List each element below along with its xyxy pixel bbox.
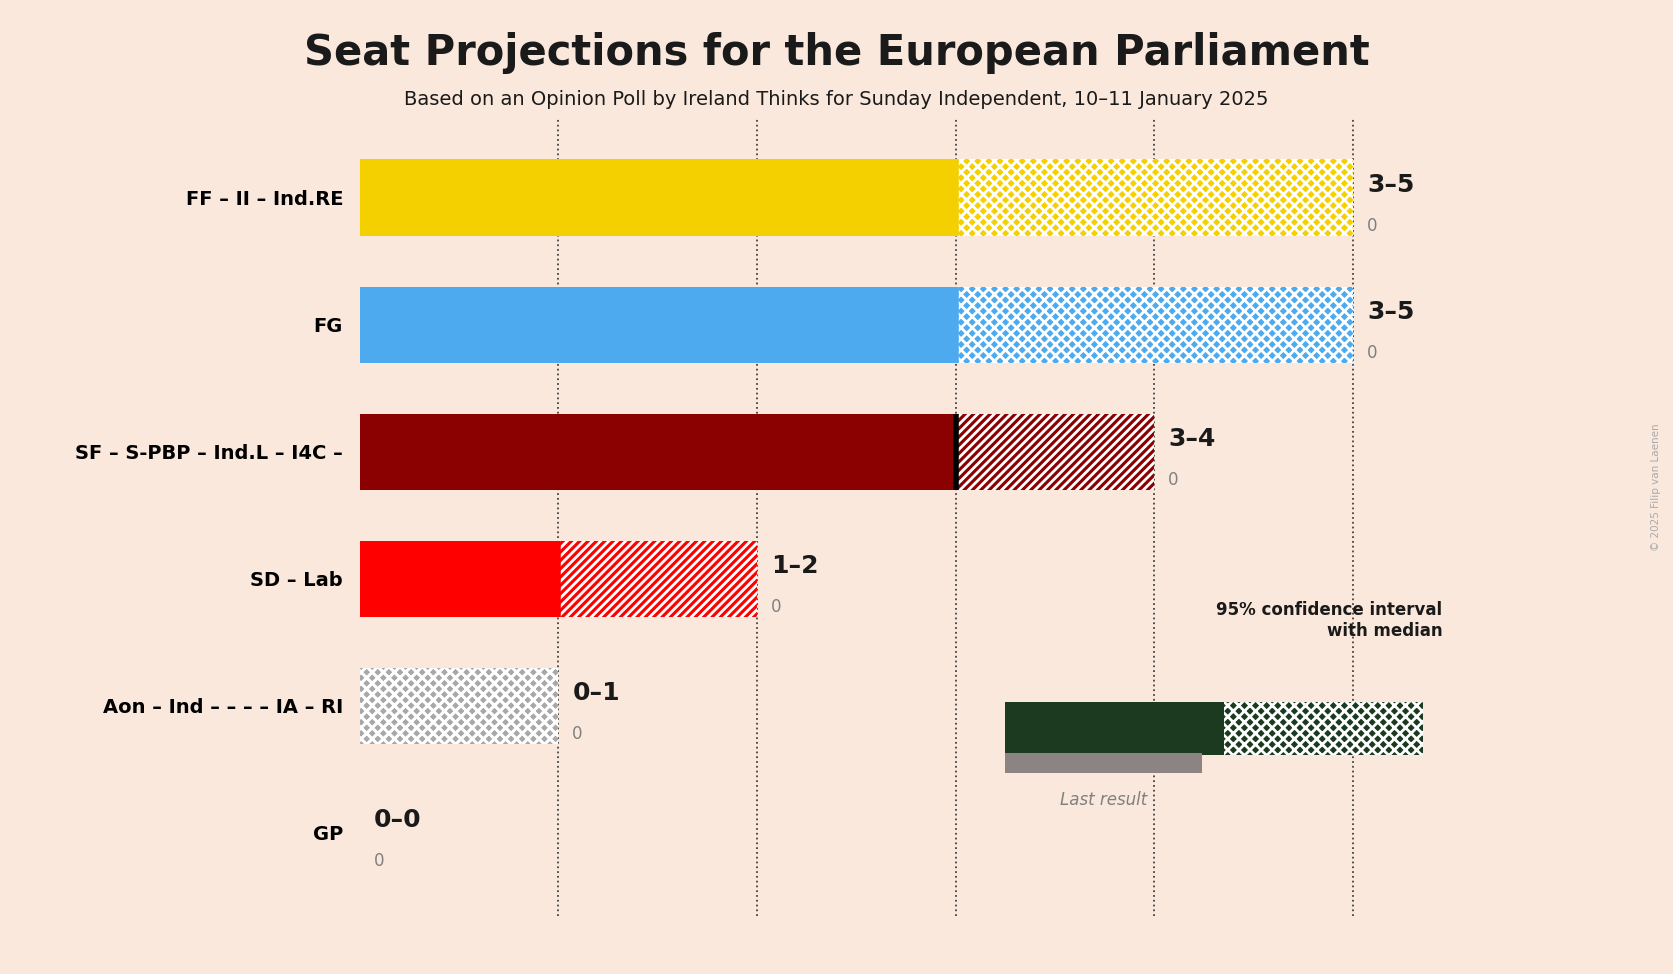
- Text: Based on an Opinion Poll by Ireland Thinks for Sunday Independent, 10–11 January: Based on an Opinion Poll by Ireland Thin…: [405, 90, 1268, 109]
- Bar: [360, 668, 559, 744]
- Text: 0: 0: [572, 725, 582, 743]
- Text: 0: 0: [1367, 344, 1377, 361]
- Bar: [955, 414, 1154, 490]
- Bar: [360, 668, 559, 744]
- Bar: [955, 286, 1353, 362]
- Text: 3–5: 3–5: [1367, 173, 1414, 197]
- Bar: [1225, 702, 1422, 756]
- Bar: [360, 286, 955, 362]
- Bar: [955, 286, 1353, 362]
- Bar: [955, 414, 1154, 490]
- Bar: [955, 160, 1353, 236]
- Bar: [955, 160, 1353, 236]
- Text: 0: 0: [1168, 470, 1179, 489]
- Bar: [559, 541, 756, 617]
- Text: 1–2: 1–2: [771, 554, 818, 579]
- Text: 0–0: 0–0: [373, 808, 422, 832]
- Text: © 2025 Filip van Laenen: © 2025 Filip van Laenen: [1651, 423, 1661, 551]
- Text: 0: 0: [1367, 216, 1377, 235]
- Bar: [559, 541, 756, 617]
- Text: 3–4: 3–4: [1168, 427, 1216, 451]
- Bar: [1005, 753, 1201, 773]
- Text: 0: 0: [771, 598, 781, 616]
- Text: Seat Projections for the European Parliament: Seat Projections for the European Parlia…: [303, 32, 1370, 74]
- Text: 0–1: 0–1: [572, 681, 621, 705]
- Text: Last result: Last result: [1061, 791, 1148, 809]
- Text: 95% confidence interval
with median: 95% confidence interval with median: [1216, 601, 1442, 640]
- Bar: [360, 414, 955, 490]
- Bar: [1005, 702, 1225, 756]
- Bar: [1225, 702, 1422, 756]
- Bar: [360, 668, 559, 744]
- Bar: [360, 668, 559, 744]
- Bar: [360, 541, 559, 617]
- Text: 0: 0: [373, 852, 385, 870]
- Bar: [360, 160, 955, 236]
- Text: 3–5: 3–5: [1367, 300, 1414, 324]
